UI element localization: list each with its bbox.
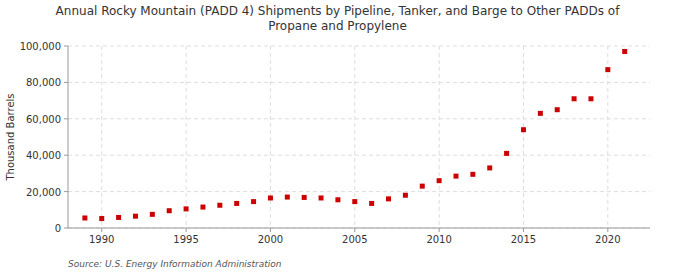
- grid-line-x: [270, 46, 271, 228]
- point: [99, 216, 104, 221]
- grid: [68, 46, 650, 228]
- point: [521, 127, 526, 132]
- point: [335, 197, 340, 202]
- point: [82, 215, 87, 220]
- point: [470, 172, 475, 177]
- point: [352, 199, 357, 204]
- grid-line-x: [101, 46, 102, 228]
- tick-label-x: 2000: [258, 234, 283, 245]
- point: [116, 215, 121, 220]
- point: [251, 199, 256, 204]
- point: [386, 196, 391, 201]
- grid-line-y: [68, 82, 650, 83]
- tick-label-x: 2010: [426, 234, 451, 245]
- grid-line-x: [607, 46, 608, 228]
- tick-y: [64, 228, 68, 229]
- tick-label-y: 60,000: [26, 114, 61, 125]
- tick-label-x: 1990: [89, 234, 114, 245]
- point: [420, 184, 425, 189]
- point: [504, 151, 509, 156]
- point: [369, 201, 374, 206]
- y-axis-label: Thousand Barrels: [5, 93, 16, 181]
- point: [234, 201, 239, 206]
- grid-line-y: [68, 118, 650, 119]
- tick-y: [64, 82, 68, 83]
- title-line: Propane and Propylene: [268, 19, 407, 33]
- point: [167, 208, 172, 213]
- tick-x: [270, 228, 271, 232]
- tick-label-y: 80,000: [26, 77, 61, 88]
- tick-x: [607, 228, 608, 232]
- point: [605, 67, 610, 72]
- tick-x: [186, 228, 187, 232]
- point: [437, 178, 442, 183]
- tick-y: [64, 118, 68, 119]
- grid-line-y: [68, 191, 650, 192]
- tick-x: [439, 228, 440, 232]
- tick-label-x: 2015: [511, 234, 536, 245]
- tick-label-y: 100,000: [20, 41, 61, 52]
- grid-line-y: [68, 228, 650, 229]
- chart: Annual Rocky Mountain (PADD 4) Shipments…: [0, 0, 675, 275]
- x-axis-line: [68, 228, 650, 229]
- point: [285, 195, 290, 200]
- tick-label-x: 2005: [342, 234, 367, 245]
- point: [538, 111, 543, 116]
- axes: 0 20,000 40,000 60,000 80,000 100,000 1990 1995…: [20, 41, 650, 245]
- point: [454, 174, 459, 179]
- point: [588, 96, 593, 101]
- point: [319, 195, 324, 200]
- tick-label-y: 0: [55, 223, 61, 234]
- title: Annual Rocky Mountain (PADD 4) Shipments…: [56, 4, 621, 33]
- grid-line-y: [68, 155, 650, 156]
- point: [184, 206, 189, 211]
- point: [572, 96, 577, 101]
- y-axis-line: [68, 46, 69, 228]
- point: [555, 107, 560, 112]
- tick-y: [64, 191, 68, 192]
- tick-label-y: 40,000: [26, 150, 61, 161]
- point: [403, 193, 408, 198]
- point: [302, 195, 307, 200]
- tick-y: [64, 46, 68, 47]
- grid-line-x: [439, 46, 440, 228]
- tick-label-x: 2020: [595, 234, 620, 245]
- point: [268, 195, 273, 200]
- tick-y: [64, 155, 68, 156]
- point: [150, 212, 155, 217]
- point: [622, 49, 627, 54]
- tick-x: [523, 228, 524, 232]
- grid-line-x: [523, 46, 524, 228]
- grid-line-y: [68, 46, 650, 47]
- annotation: Source: U.S. Energy Information Administ…: [68, 259, 282, 269]
- tick-x: [354, 228, 355, 232]
- tick-x: [101, 228, 102, 232]
- point: [487, 165, 492, 170]
- tick-label-y: 20,000: [26, 187, 61, 198]
- point: [217, 203, 222, 208]
- grid-line-x: [186, 46, 187, 228]
- point: [200, 205, 205, 210]
- tick-label-x: 1995: [173, 234, 198, 245]
- point: [133, 214, 138, 219]
- title-line: Annual Rocky Mountain (PADD 4) Shipments…: [56, 4, 621, 18]
- points: [82, 49, 627, 221]
